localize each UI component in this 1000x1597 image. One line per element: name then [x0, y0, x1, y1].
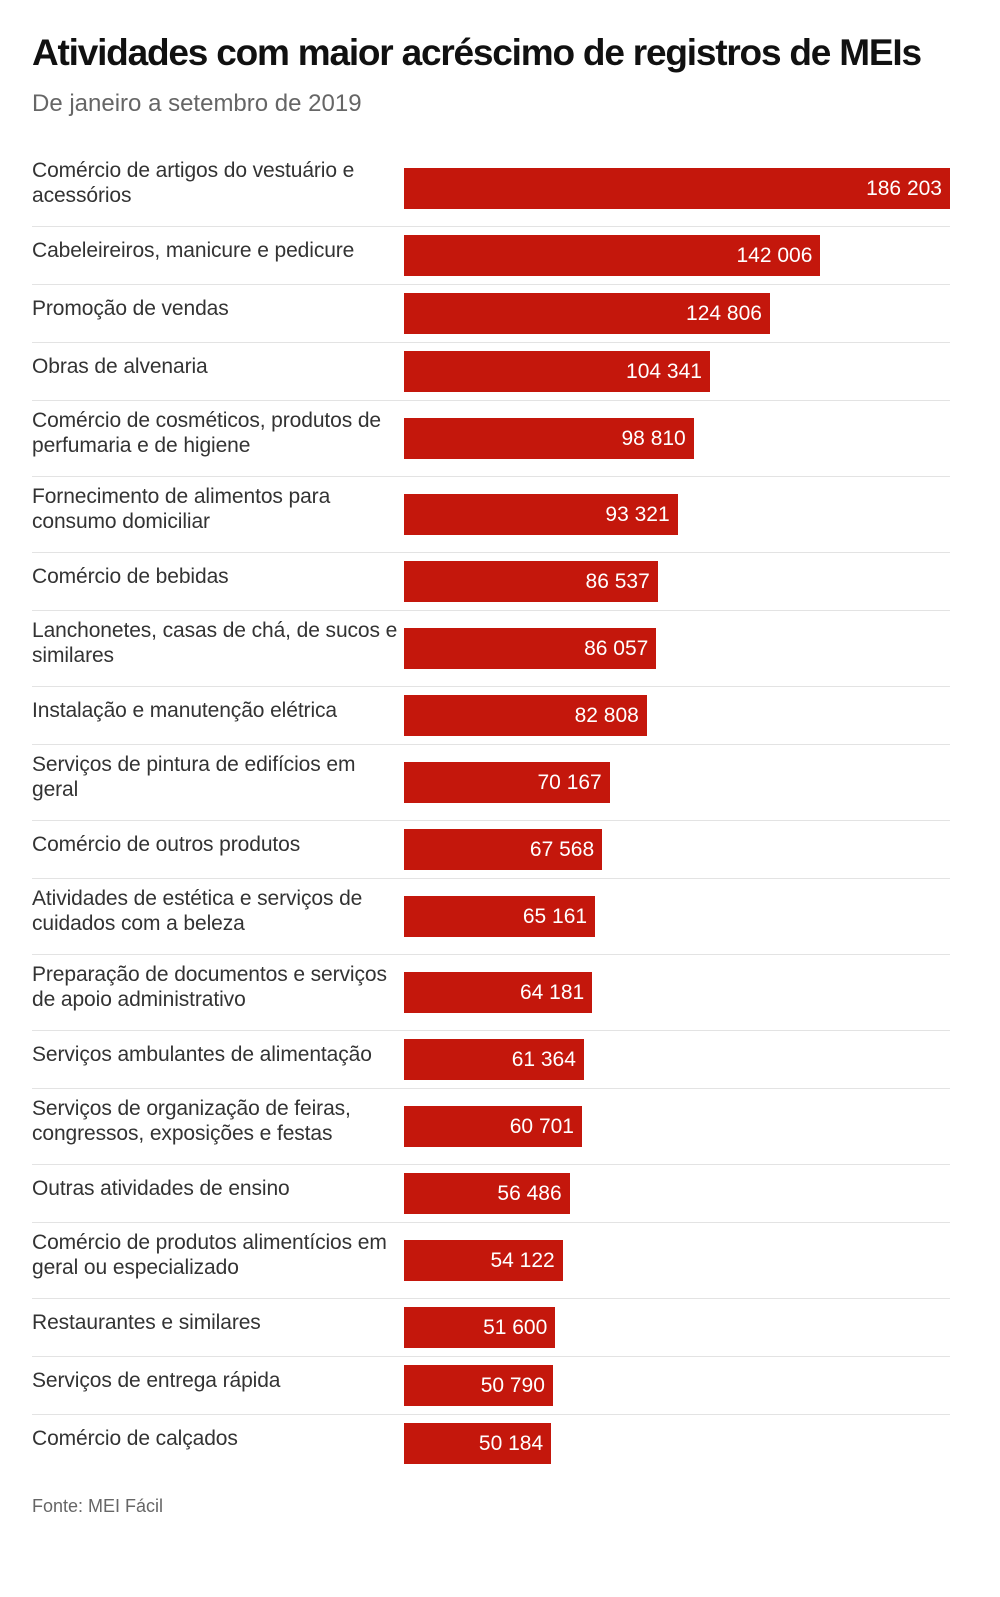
value-label: 142 006 — [736, 243, 813, 267]
value-label: 86 057 — [584, 636, 649, 660]
category-label: Atividades de estética e serviços de cui… — [32, 887, 363, 935]
value-label: 50 790 — [480, 1373, 545, 1397]
row-divider — [32, 1222, 950, 1223]
row-divider — [32, 342, 950, 343]
bar: 82 808 — [404, 694, 647, 736]
chart-source: Fonte: MEI Fácil — [32, 1496, 164, 1516]
bar: 61 364 — [404, 1038, 584, 1080]
category-label: Obras de alvenaria — [32, 354, 208, 378]
value-label: 54 122 — [490, 1248, 555, 1272]
row-divider — [32, 1088, 950, 1089]
chart-subtitle: De janeiro a setembro de 2019 — [32, 90, 362, 117]
value-label: 186 203 — [866, 176, 942, 200]
row-divider — [32, 1298, 950, 1299]
category-label: Outras atividades de ensino — [32, 1176, 290, 1200]
row-divider — [32, 1030, 950, 1031]
bar: 65 161 — [404, 895, 596, 937]
value-label: 82 808 — [574, 703, 639, 727]
row-divider — [32, 1356, 950, 1357]
value-label: 61 364 — [511, 1047, 576, 1071]
bar: 124 806 — [404, 292, 770, 334]
value-label: 98 810 — [621, 426, 686, 450]
bar: 54 122 — [404, 1239, 563, 1281]
row-divider — [32, 284, 950, 285]
bar: 56 486 — [404, 1172, 570, 1214]
category-label: Fornecimento de alimentos para consumo d… — [32, 485, 331, 533]
bar: 98 810 — [404, 417, 694, 459]
value-label: 64 181 — [519, 980, 585, 1004]
row-divider — [32, 820, 950, 821]
value-label: 51 600 — [483, 1315, 548, 1339]
row-divider — [32, 1164, 950, 1165]
bar: 186 203 — [404, 167, 950, 209]
category-label: Comércio de cosméticos, produtos de perf… — [32, 409, 381, 457]
row-divider — [32, 878, 950, 879]
row-divider — [32, 552, 950, 553]
value-label: 70 167 — [537, 770, 602, 794]
category-label: Preparação de documentos e serviços de a… — [32, 963, 387, 1011]
value-label: 104 341 — [626, 359, 702, 383]
category-label: Serviços de organização de feiras, congr… — [32, 1097, 351, 1145]
bar: 142 006 — [404, 234, 821, 276]
bar: 60 701 — [404, 1105, 582, 1147]
category-label: Serviços ambulantes de alimentação — [32, 1042, 372, 1066]
category-label: Comércio de artigos do vestuário e acess… — [32, 159, 355, 207]
bar: 86 057 — [404, 627, 657, 669]
category-label: Instalação e manutenção elétrica — [32, 698, 337, 722]
chart-title: Atividades com maior acréscimo de regist… — [32, 32, 922, 73]
category-label: Serviços de pintura de edifícios em gera… — [32, 753, 356, 801]
bar: 51 600 — [404, 1306, 556, 1348]
row-divider — [32, 610, 950, 611]
row-divider — [32, 400, 950, 401]
value-label: 93 321 — [605, 502, 670, 526]
value-label: 56 486 — [497, 1181, 562, 1205]
category-label: Promoção de vendas — [32, 296, 229, 320]
value-label: 50 184 — [478, 1431, 544, 1455]
category-label: Comércio de bebidas — [32, 564, 229, 588]
value-label: 65 161 — [522, 904, 588, 928]
category-label: Comércio de produtos alimentícios em ger… — [32, 1231, 387, 1279]
category-label: Comércio de outros produtos — [32, 832, 301, 856]
category-label: Lanchonetes, casas de chá, de sucos e si… — [32, 619, 398, 667]
row-divider — [32, 686, 950, 687]
row-divider — [32, 226, 950, 227]
bar: 104 341 — [404, 350, 710, 392]
bar: 50 790 — [404, 1364, 553, 1406]
bar: 64 181 — [404, 971, 593, 1013]
bar: 70 167 — [404, 761, 610, 803]
value-label: 124 806 — [686, 301, 762, 325]
row-divider — [32, 744, 950, 745]
bar: 67 568 — [404, 828, 603, 870]
bar: 50 184 — [404, 1422, 552, 1464]
row-divider — [32, 954, 950, 955]
value-label: 67 568 — [529, 837, 595, 861]
bar: 86 537 — [404, 560, 658, 602]
row-divider — [32, 476, 950, 477]
value-label: 86 537 — [585, 569, 650, 593]
row-divider — [32, 1414, 950, 1415]
category-label: Comércio de calçados — [32, 1426, 238, 1450]
category-label: Restaurantes e similares — [32, 1310, 261, 1334]
value-label: 60 701 — [509, 1114, 574, 1138]
bar: 93 321 — [404, 493, 678, 535]
category-label: Cabeleireiros, manicure e pedicure — [32, 238, 355, 262]
category-label: Serviços de entrega rápida — [32, 1368, 281, 1392]
